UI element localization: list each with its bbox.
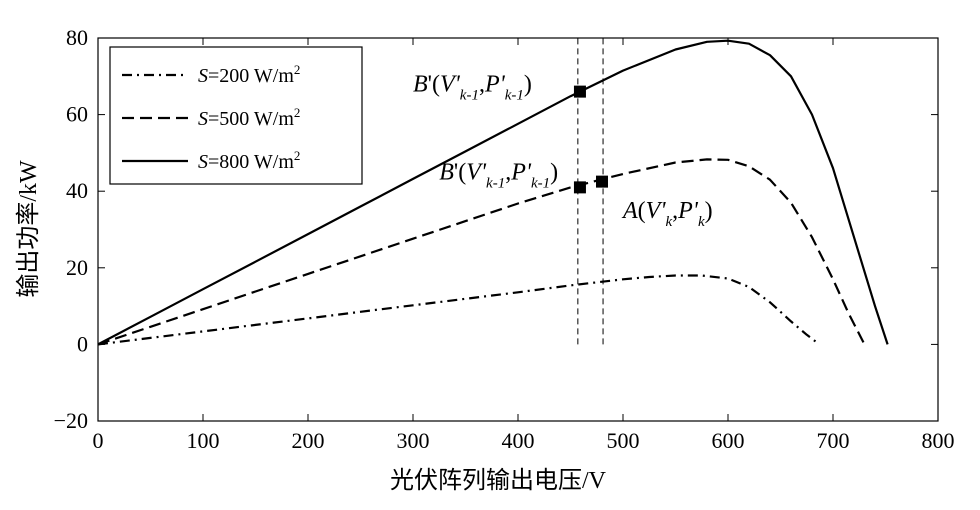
x-tick-label: 500 (607, 428, 640, 453)
x-tick-label: 300 (397, 428, 430, 453)
x-axis-label: 光伏阵列输出电压/V (390, 467, 607, 494)
series-lines (97, 39, 889, 346)
x-tick-label: 0 (93, 428, 104, 453)
series-line (97, 158, 866, 346)
y-tick-label: 0 (77, 331, 88, 356)
y-tick-label: 40 (66, 178, 88, 203)
point-marker (596, 175, 608, 188)
axis-ticks (97, 37, 939, 422)
legend: S=200 W/m2 S=500 W/m2 S=800 W/m2 (109, 46, 363, 185)
legend-label: S=200 W/m2 (198, 62, 300, 87)
legend-label: S=800 W/m2 (198, 148, 300, 173)
x-tick-labels: 0 100 200 300 400 500 600 700 800 (93, 428, 955, 453)
series-line (97, 39, 889, 346)
y-tick-label: −20 (54, 408, 88, 433)
point-markers (573, 85, 608, 194)
y-tick-label: 60 (66, 102, 88, 127)
y-tick-labels: −20 0 20 40 60 80 (54, 25, 88, 433)
x-tick-label: 700 (817, 428, 850, 453)
y-axis-label: 输出功率/kW (15, 160, 42, 298)
point-annotations: B'(V'k-1,P'k-1) B'(V'k-1,P'k-1) A(V'k,P'k) (413, 72, 713, 230)
point-marker (573, 181, 586, 194)
x-tick-label: 400 (502, 428, 535, 453)
legend-label: S=500 W/m2 (198, 105, 300, 130)
x-tick-label: 100 (187, 428, 220, 453)
series-line (97, 274, 821, 346)
annotation-label: B'(V'k-1,P'k-1) (413, 72, 532, 104)
point-marker (573, 85, 586, 98)
x-tick-label: 600 (712, 428, 745, 453)
x-tick-label: 200 (292, 428, 325, 453)
annotation-label: B'(V'k-1,P'k-1) (439, 160, 558, 192)
y-tick-label: 20 (66, 255, 88, 280)
x-tick-label: 800 (922, 428, 955, 453)
annotation-label: A(V'k,P'k) (621, 198, 713, 230)
y-tick-label: 80 (66, 25, 88, 50)
